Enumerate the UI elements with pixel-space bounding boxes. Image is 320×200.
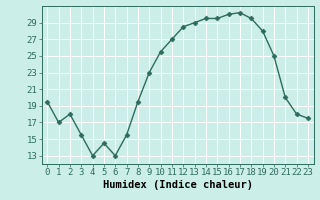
X-axis label: Humidex (Indice chaleur): Humidex (Indice chaleur) <box>103 180 252 190</box>
